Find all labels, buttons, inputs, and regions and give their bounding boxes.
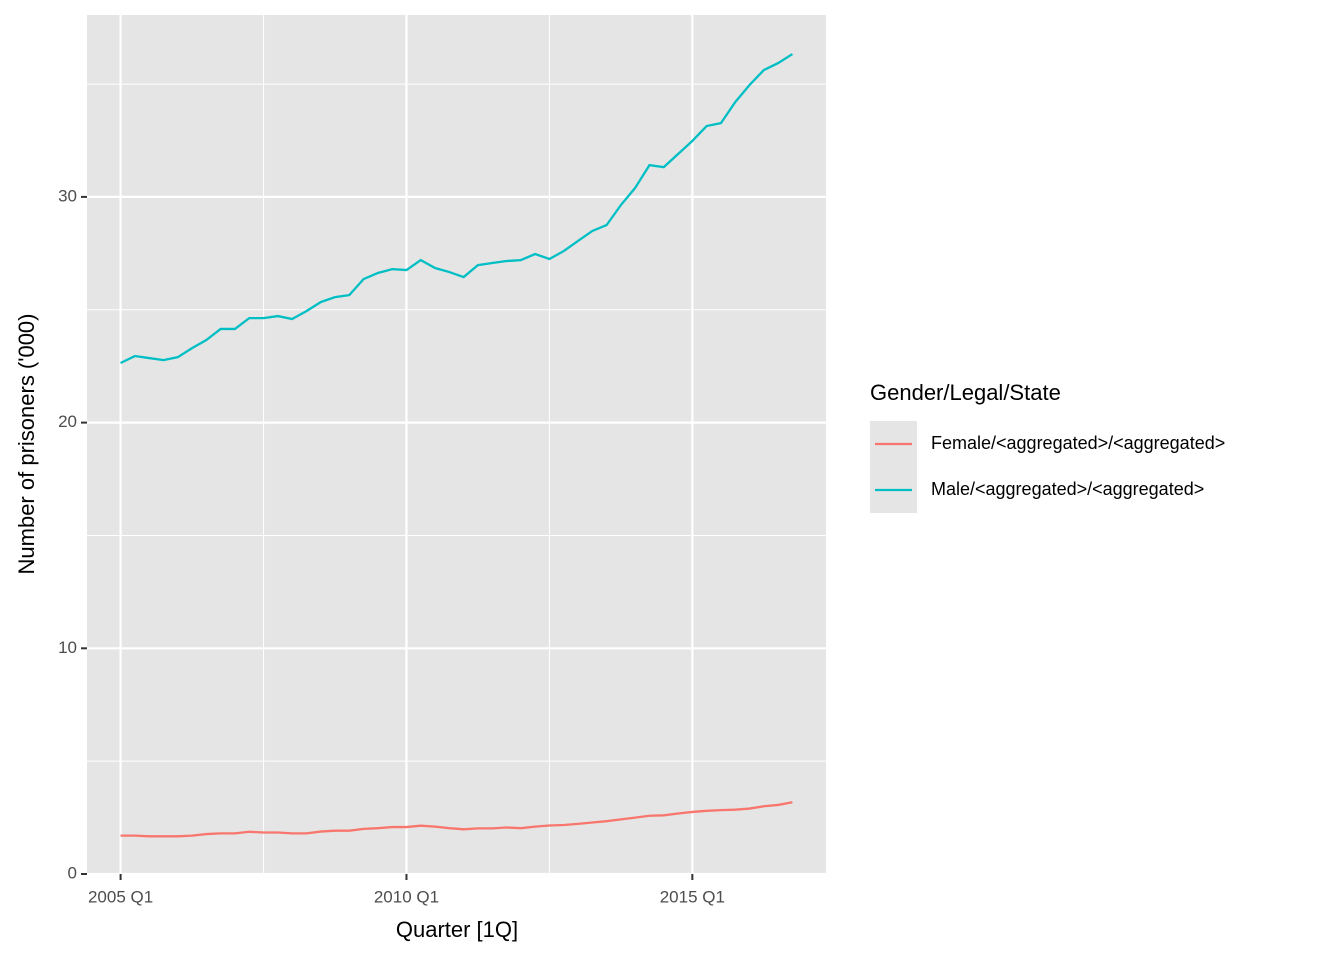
legend-label: Male/<aggregated>/<aggregated> — [931, 479, 1204, 499]
y-tick-label: 30 — [58, 186, 77, 205]
x-axis-title: Quarter [1Q] — [396, 917, 518, 942]
grid — [87, 15, 826, 876]
y-tick-label: 10 — [58, 638, 77, 657]
x-tick-label: 2010 Q1 — [374, 887, 439, 906]
legend-title: Gender/Legal/State — [870, 380, 1061, 405]
x-tick-label: 2015 Q1 — [660, 887, 725, 906]
lines — [120, 53, 794, 838]
y-tick-label: 20 — [58, 412, 77, 431]
series-line — [120, 53, 794, 365]
legend-label: Female/<aggregated>/<aggregated> — [931, 433, 1225, 453]
x-tick-label: 2005 Q1 — [88, 887, 153, 906]
axes: 0 10 20 30 2005 Q1 2010 Q1 2015 Q1 — [58, 186, 725, 906]
series-line — [120, 801, 793, 838]
y-axis-title: Number of prisoners ('000) — [14, 314, 39, 575]
y-tick-label: 0 — [68, 863, 77, 882]
panel — [87, 15, 826, 874]
legend: Female/<aggregated>/<aggregated> Male/<ag… — [870, 421, 1225, 513]
